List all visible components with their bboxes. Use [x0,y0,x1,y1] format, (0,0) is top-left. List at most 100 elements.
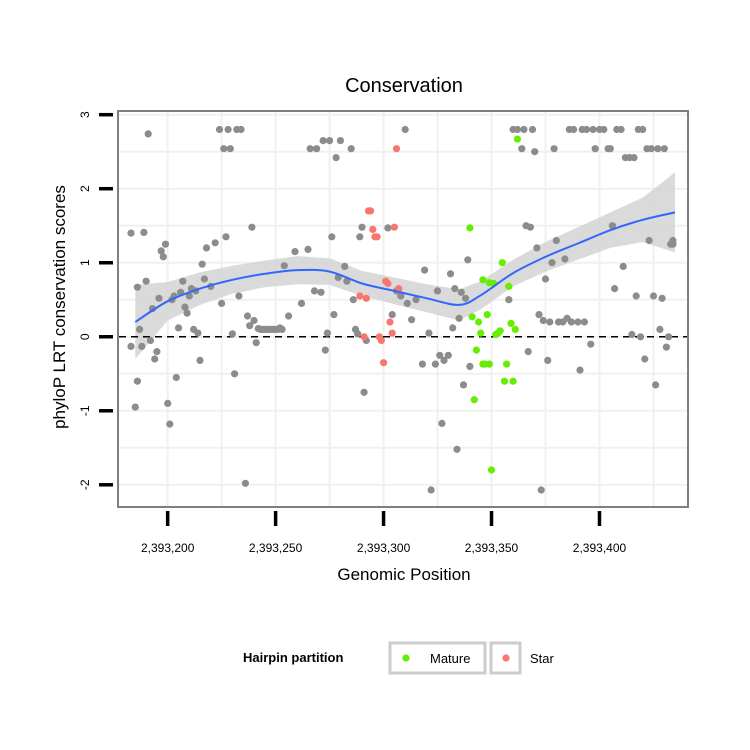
data-point-other [153,348,161,356]
data-point-other [200,275,208,283]
data-point-other [215,125,224,134]
data-point-other [433,287,442,295]
data-point-other [250,316,258,325]
data-point-other [652,381,660,389]
x-tick-label: 2,393,400 [573,541,627,555]
data-point-star [362,294,370,302]
data-point-mature [498,259,506,267]
data-point-other [665,333,673,341]
data-point-star [386,318,394,326]
data-point-other [550,145,558,153]
data-point-other [159,253,167,261]
data-point-other [528,125,537,134]
data-point-star [395,285,403,293]
data-point-other [412,296,420,304]
data-point-other [328,233,336,241]
data-point-other [567,318,576,326]
y-axis: -2 -1 0 1 2 3 [78,111,113,490]
data-point-other [228,330,236,338]
data-point-other [280,262,288,270]
data-point-other [133,377,141,385]
data-point-other [431,360,439,368]
data-point-other [570,125,578,134]
data-point-other [341,262,349,270]
data-point-other [544,356,552,364]
data-point-star [369,225,377,233]
series-mature [466,135,522,474]
data-point-other [589,125,597,134]
y-tick-label: -2 [78,479,92,490]
data-point-star [384,279,392,288]
data-point-other [360,388,368,396]
data-point-mature [483,311,491,319]
data-point-other [662,343,671,351]
data-point-mature [485,360,493,368]
x-tick-label: 2,393,200 [141,541,195,555]
data-point-other [660,145,668,153]
data-point-other [164,399,172,407]
data-point-other [291,248,299,256]
data-point-other [436,351,444,359]
data-point-star [373,233,381,241]
data-point-mature [487,466,496,474]
series-other [127,125,677,494]
data-point-other [336,137,344,145]
data-point-other [198,260,206,268]
data-point-other [127,342,135,350]
data-point-other [297,299,306,307]
smooth-trend-line [134,211,676,323]
legend-dot-mature [402,654,410,662]
data-point-other [326,137,334,145]
data-point-other [418,360,426,368]
data-point-star [390,223,398,231]
data-point-mature [505,282,513,290]
data-point-mature [479,276,487,284]
data-point-other [656,325,664,333]
data-point-other [466,362,474,370]
data-point-star [380,359,388,367]
data-point-other [241,479,249,487]
data-point-mature [509,377,517,385]
data-point-mature [513,135,522,143]
data-point-other [202,244,211,252]
y-tick-label: 1 [78,259,92,266]
data-point-other [533,244,541,252]
legend-label-star: Star [530,651,555,666]
data-point-other [231,370,239,378]
data-point-other [319,137,327,145]
data-point-other [330,311,338,319]
data-point-other [179,277,187,285]
data-point-mature [472,346,480,354]
data-point-other [224,125,232,134]
data-point-other [408,316,416,324]
data-point-other [138,342,146,350]
data-point-mature [470,396,478,404]
data-point-other [425,329,433,337]
data-point-other [194,329,202,337]
gridlines [119,112,687,506]
data-point-star [392,145,401,153]
y-tick-label: -1 [78,405,92,416]
data-point-other [531,148,539,156]
data-point-mature [507,319,515,327]
x-tick-label: 2,393,350 [465,541,519,555]
data-point-other [278,325,286,333]
data-point-other [576,366,584,374]
data-point-other [606,145,614,153]
data-point-other [617,125,625,134]
data-point-star [360,333,368,341]
chart-title: Conservation [345,75,463,97]
data-point-other [438,419,446,427]
data-point-other [321,346,329,354]
data-point-other [580,318,589,326]
data-point-other [552,236,560,245]
data-point-other [455,314,463,322]
data-point-other [211,239,219,247]
series-star [356,145,403,367]
data-point-other [157,247,165,255]
data-point-other [669,236,677,245]
y-tick-label: 3 [78,111,92,118]
data-point-mature [466,224,474,232]
data-point-other [561,255,569,263]
